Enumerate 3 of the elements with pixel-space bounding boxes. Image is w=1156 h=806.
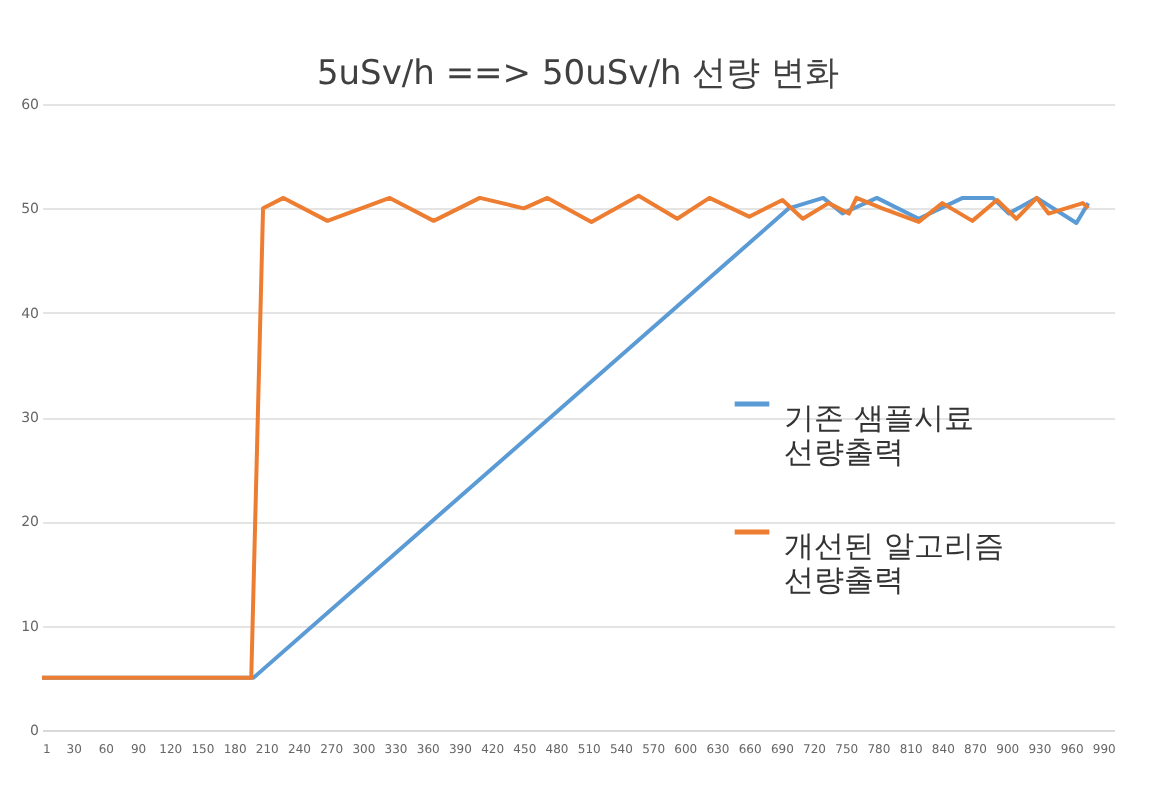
- chart-title: 5uSv/h ==> 50uSv/h 선량 변화: [316, 54, 840, 94]
- legend-label: 개선된 알고리즘 선량출력: [784, 528, 1004, 598]
- legend-label: 기존 샘플시료 선량출력: [784, 400, 974, 470]
